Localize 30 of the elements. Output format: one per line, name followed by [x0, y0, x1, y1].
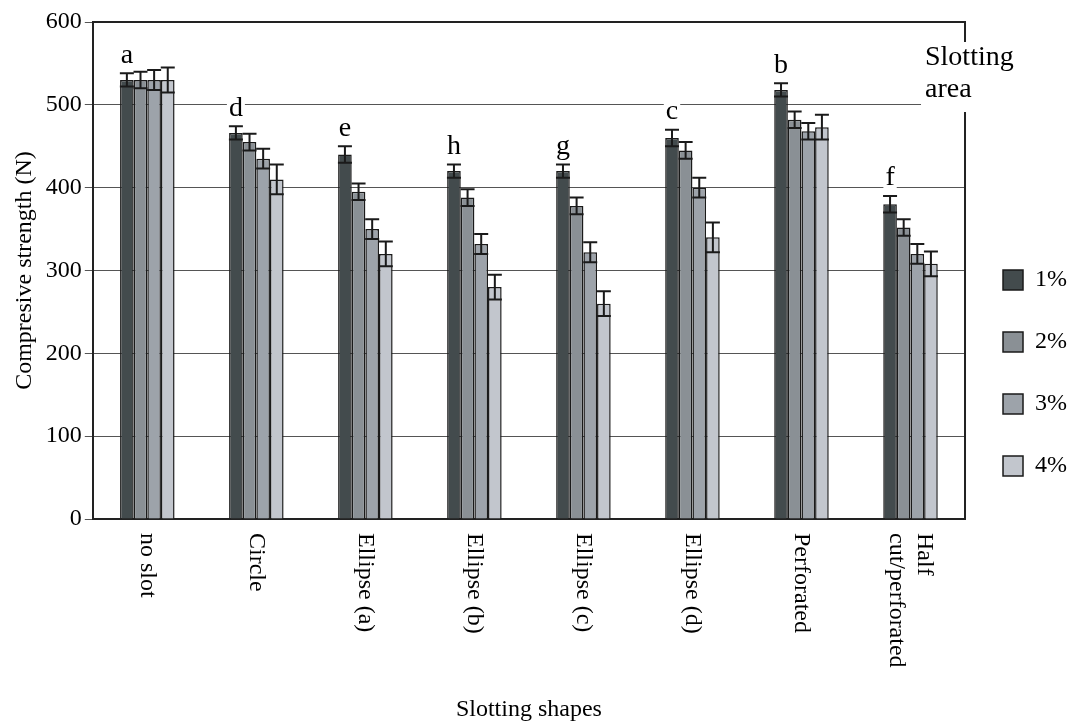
- x-tick-label: Perforated: [790, 533, 817, 633]
- legend-label: 2%: [1035, 327, 1068, 354]
- y-tick-label: 0: [69, 504, 82, 531]
- x-axis-title: Slotting shapes: [455, 694, 602, 721]
- annotation: Slotting area: [925, 40, 1014, 104]
- legend-label: 1%: [1035, 265, 1068, 292]
- legend-label: 4%: [1035, 451, 1068, 478]
- x-tick-label: Ellipse (d): [681, 533, 708, 634]
- annotation: a: [120, 37, 134, 69]
- y-tick-label: 200: [45, 338, 82, 365]
- annotation: d: [228, 90, 243, 122]
- x-tick-label: Circle: [245, 533, 272, 592]
- y-axis-title: Compresive strength (N): [9, 151, 36, 390]
- annotation: h: [446, 128, 461, 160]
- annotation: c: [665, 94, 679, 126]
- y-tick-label: 500: [45, 90, 82, 117]
- legend-label: 3%: [1035, 389, 1068, 416]
- x-tick-label: Ellipse (b): [463, 533, 490, 634]
- x-tick-label: Ellipse (c): [572, 533, 599, 633]
- y-tick-label: 100: [45, 421, 82, 448]
- x-tick-label: no slot: [136, 533, 163, 599]
- y-tick-label: 600: [45, 7, 82, 34]
- annotation: f: [885, 160, 896, 192]
- y-tick-label: 300: [45, 255, 82, 282]
- x-tick-label: Ellipse (a): [354, 533, 381, 633]
- y-tick-label: 400: [45, 172, 82, 199]
- x-tick-label: Half cut/perforated: [885, 533, 940, 668]
- annotation: e: [338, 110, 352, 142]
- annotation: b: [774, 47, 789, 79]
- annotation: g: [555, 128, 570, 160]
